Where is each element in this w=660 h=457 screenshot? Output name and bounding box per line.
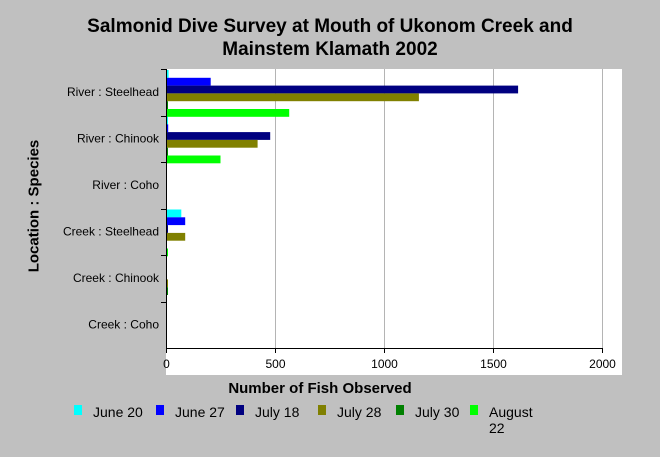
chart-title-line-1: Salmonid Dive Survey at Mouth of Ukonom … xyxy=(87,16,573,37)
legend-swatch xyxy=(318,405,326,415)
legend-label: August 22 xyxy=(489,404,533,436)
legend-swatch xyxy=(236,405,244,415)
x-tick-label: 500 xyxy=(265,357,285,371)
bar xyxy=(167,155,221,164)
chart-title-line-2: Mainstem Klamath 2002 xyxy=(222,39,438,60)
bar xyxy=(167,85,519,94)
legend-swatch xyxy=(470,405,478,415)
bar xyxy=(167,124,169,133)
y-tick-label: River : Coho xyxy=(92,178,159,192)
bar xyxy=(167,93,419,102)
bar xyxy=(167,101,168,109)
legend: June 20 June 27 July 18 July 28 July 30 Augus… xyxy=(70,404,590,444)
plot-area: 0 500 1000 1500 2000 River : Steelhead River :… xyxy=(63,69,622,375)
bar xyxy=(167,287,168,295)
y-tick-label: Creek : Coho xyxy=(88,318,159,332)
bar xyxy=(167,139,258,148)
bar xyxy=(167,217,186,226)
bar xyxy=(167,109,290,117)
y-tick-label: River : Chinook xyxy=(77,132,160,146)
x-tick-label: 1500 xyxy=(480,357,507,371)
legend-label: June 20 xyxy=(93,404,143,420)
legend-label: July 28 xyxy=(337,404,382,420)
y-tick-label: River : Steelhead xyxy=(67,85,159,99)
bar xyxy=(167,70,169,78)
bar xyxy=(167,116,168,125)
legend-label: July 18 xyxy=(255,404,300,420)
x-tick-label: 1000 xyxy=(371,357,398,371)
legend-label: July 30 xyxy=(415,404,460,420)
bar xyxy=(167,225,168,233)
y-tick-label: Creek : Chinook xyxy=(73,271,160,285)
x-tick-label: 0 xyxy=(163,357,170,371)
plot-background xyxy=(166,69,622,375)
bar xyxy=(167,147,168,156)
bar xyxy=(167,132,271,140)
x-axis-label: Number of Fish Observed xyxy=(228,380,412,397)
bar xyxy=(167,77,211,86)
bar xyxy=(167,248,168,257)
bar xyxy=(167,209,182,218)
legend-label: June 27 xyxy=(175,404,225,420)
x-tick-label: 2000 xyxy=(589,357,616,371)
bar xyxy=(167,279,168,288)
y-tick-label: Creek : Steelhead xyxy=(63,225,159,239)
legend-swatch xyxy=(396,405,404,415)
legend-swatch xyxy=(74,405,82,415)
legend-swatch xyxy=(156,405,164,415)
bar xyxy=(167,232,186,241)
